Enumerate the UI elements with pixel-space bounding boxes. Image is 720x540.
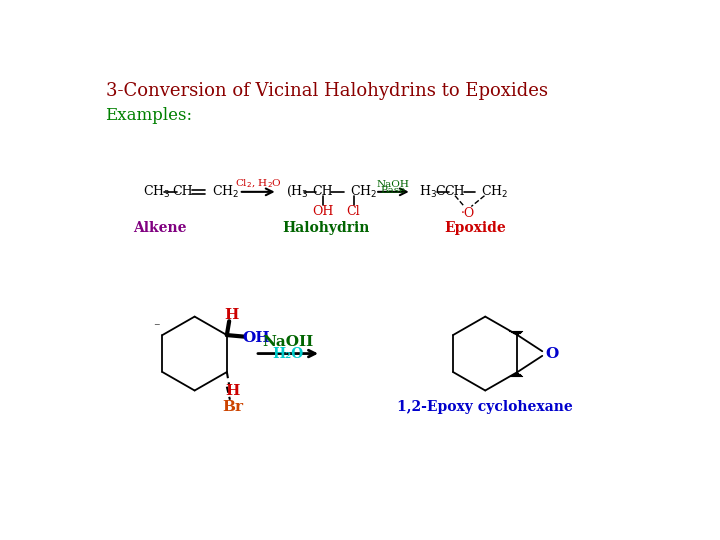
- Text: Examples:: Examples:: [106, 107, 193, 124]
- Text: Base: Base: [380, 186, 405, 195]
- Text: 1,2-Epoxy cyclohexane: 1,2-Epoxy cyclohexane: [397, 401, 573, 415]
- Text: ⁻: ⁻: [153, 321, 160, 334]
- Text: ·O: ·O: [461, 207, 475, 220]
- Text: CH$_2$: CH$_2$: [351, 184, 377, 200]
- Text: O: O: [545, 347, 558, 361]
- Text: CH: CH: [445, 185, 465, 198]
- Text: CH$_2$: CH$_2$: [482, 184, 508, 200]
- Text: NaOH: NaOH: [377, 180, 410, 188]
- Text: Br: Br: [222, 401, 243, 415]
- Text: Cl$_2$, H$_2$O: Cl$_2$, H$_2$O: [235, 177, 282, 190]
- Text: CH: CH: [312, 185, 333, 198]
- Text: H: H: [225, 384, 240, 399]
- Text: H$_3$C: H$_3$C: [418, 184, 446, 200]
- Text: CH$_2$: CH$_2$: [212, 184, 240, 200]
- Text: (H$_3$: (H$_3$: [286, 184, 309, 199]
- Text: H₂O: H₂O: [272, 347, 303, 361]
- Text: CH$_3$: CH$_3$: [143, 184, 170, 200]
- Text: Cl: Cl: [347, 205, 360, 218]
- Text: OH: OH: [312, 205, 333, 218]
- Text: Alkene: Alkene: [133, 221, 186, 235]
- Text: 3-Conversion of Vicinal Halohydrins to Epoxides: 3-Conversion of Vicinal Halohydrins to E…: [106, 82, 547, 100]
- Text: NaOII: NaOII: [262, 335, 313, 349]
- Text: Epoxide: Epoxide: [444, 221, 506, 235]
- Text: OH: OH: [243, 331, 270, 345]
- Text: Halohydrin: Halohydrin: [283, 221, 370, 235]
- Text: H: H: [225, 308, 238, 322]
- Text: CH: CH: [173, 185, 193, 198]
